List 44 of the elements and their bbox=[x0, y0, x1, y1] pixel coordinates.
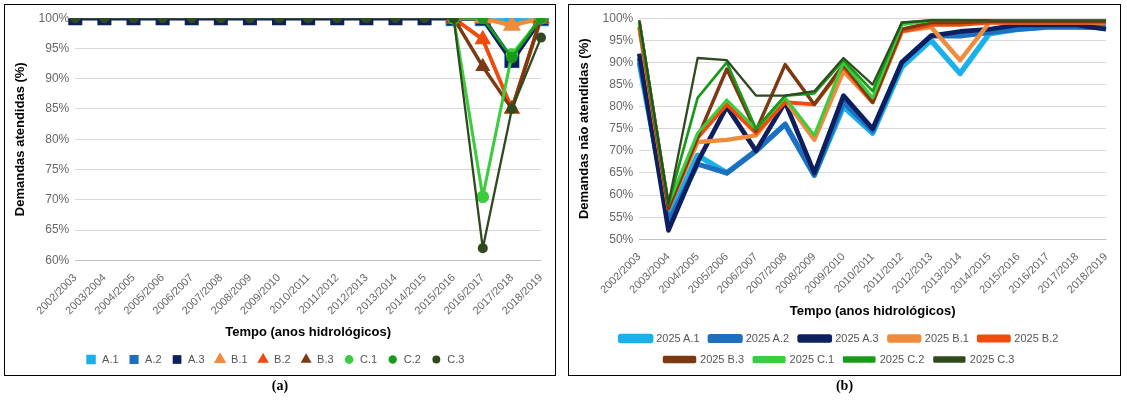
legend-label: B.2 bbox=[274, 352, 291, 365]
text: (b) bbox=[835, 378, 854, 394]
y-tick-label: 60% bbox=[45, 252, 70, 267]
legend-label: B.1 bbox=[231, 352, 248, 365]
legend-label: 2025 C.1 bbox=[789, 352, 835, 365]
legend-label: A.2 bbox=[145, 352, 162, 365]
y-tick-label: 70% bbox=[609, 143, 634, 158]
legend-label: 2025 A.3 bbox=[835, 331, 879, 344]
legend-label: A.1 bbox=[102, 352, 119, 365]
legend-label: C.2 bbox=[403, 352, 421, 365]
x-axis-title: Tempo (anos hidrológicos) bbox=[789, 302, 956, 318]
y-tick-label: 80% bbox=[45, 131, 70, 146]
legend-label: 2025 B.3 bbox=[700, 352, 745, 365]
y-tick-label: 85% bbox=[45, 101, 70, 116]
legend-label: C.1 bbox=[360, 352, 378, 365]
text: (a) bbox=[271, 378, 289, 394]
y-tick-label: 65% bbox=[45, 222, 70, 237]
y-tick-label: 90% bbox=[609, 54, 634, 69]
legend-label: 2025 C.3 bbox=[969, 352, 1015, 365]
legend-label: 2025 B.2 bbox=[1014, 331, 1059, 344]
y-tick-label: 95% bbox=[45, 40, 70, 55]
y-tick-label: 50% bbox=[609, 231, 634, 246]
y-tick-label: 75% bbox=[609, 121, 634, 136]
y-tick-label: 90% bbox=[45, 71, 70, 86]
y-tick-label: 100% bbox=[38, 10, 70, 25]
y-tick-label: 65% bbox=[609, 165, 634, 180]
y-tick-label: 85% bbox=[609, 76, 634, 91]
legend-label: 2025 A.1 bbox=[656, 331, 700, 344]
y-tick-label: 80% bbox=[609, 98, 634, 113]
y-tick-label: 95% bbox=[609, 32, 634, 47]
y-tick-label: 75% bbox=[45, 161, 70, 176]
x-axis-title: Tempo (anos hidrológicos) bbox=[225, 323, 392, 339]
y-axis-title: Demandas não atendidas (%) bbox=[576, 38, 592, 220]
legend-label: 2025 B.1 bbox=[924, 331, 969, 344]
legend-label: 2025 A.2 bbox=[745, 331, 790, 344]
y-axis-title: Demandas atendidas (%) bbox=[12, 62, 28, 217]
legend-label: C.3 bbox=[447, 352, 465, 365]
legend-label: A.3 bbox=[188, 352, 205, 365]
y-tick-label: 55% bbox=[609, 209, 634, 224]
y-tick-label: 100% bbox=[602, 10, 634, 25]
legend-label: 2025 C.2 bbox=[879, 352, 925, 365]
y-tick-label: 70% bbox=[45, 192, 70, 207]
legend-label: B.3 bbox=[317, 352, 334, 365]
y-tick-label: 60% bbox=[609, 187, 634, 202]
